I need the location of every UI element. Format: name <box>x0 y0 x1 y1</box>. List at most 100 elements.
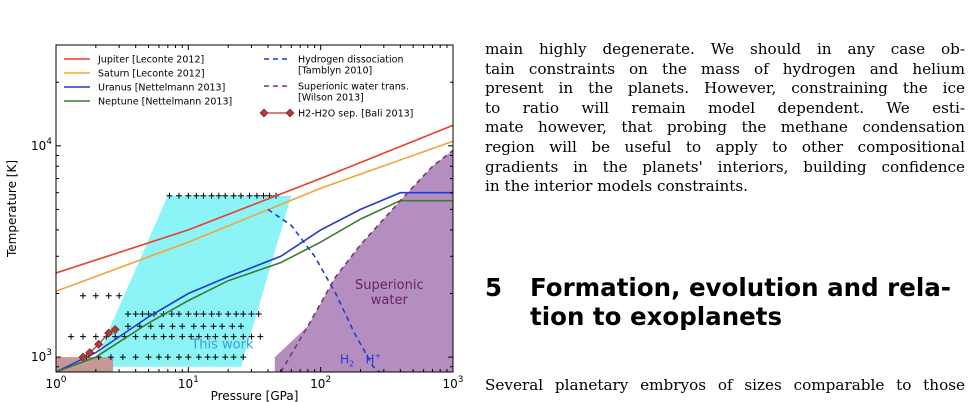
sample-plus-marker <box>204 333 211 340</box>
y-axis-label: Temperature [K] <box>5 160 19 258</box>
sample-plus-marker <box>145 354 152 361</box>
sample-plus-marker <box>240 310 247 317</box>
body-line: region will be useful to apply to other … <box>485 137 965 156</box>
sample-plus-marker <box>237 323 244 330</box>
legend-label: Uranus [Nettelmann 2013] <box>98 83 225 94</box>
sample-plus-marker <box>193 310 200 317</box>
sample-plus-marker <box>132 310 139 317</box>
this-work-region <box>92 195 292 367</box>
sample-plus-marker <box>212 333 219 340</box>
sample-plus-marker <box>212 354 219 361</box>
x-tick-base: 10 <box>178 377 193 391</box>
sample-plus-marker <box>158 323 165 330</box>
sample-plus-marker <box>185 354 192 361</box>
y-tick-exp: 3 <box>46 348 52 358</box>
y-tick-base: 10 <box>31 350 46 364</box>
x-tick-label: 100 <box>45 375 66 391</box>
sample-plus-marker <box>208 310 215 317</box>
legend-label: [Wilson 2013] <box>298 93 364 104</box>
y-tick-exp: 4 <box>46 137 52 147</box>
legend-label: Hydrogen dissociation <box>298 55 403 66</box>
legend-swatch-marker <box>259 108 269 118</box>
sample-plus-marker <box>166 192 173 199</box>
x-tick-base: 10 <box>442 377 457 391</box>
sample-plus-marker <box>185 192 192 199</box>
sample-plus-marker <box>222 192 229 199</box>
axes-frame <box>55 44 454 373</box>
sample-plus-marker <box>248 310 255 317</box>
superionic-label: water <box>371 293 409 308</box>
y-tick-label: 103 <box>31 348 52 364</box>
sample-plus-marker <box>240 333 247 340</box>
legend-label: Saturn [Leconte 2012] <box>98 69 205 80</box>
sample-plus-marker <box>195 354 202 361</box>
sample-plus-marker <box>124 323 131 330</box>
sample-plus-marker <box>253 192 260 199</box>
sample-plus-marker <box>68 333 75 340</box>
x-tick-exp: 3 <box>458 375 464 385</box>
sample-plus-marker <box>240 354 247 361</box>
sample-plus-marker <box>164 354 171 361</box>
legend-label: Superionic water trans. <box>298 82 409 93</box>
x-tick-base: 10 <box>45 377 60 391</box>
sample-plus-marker <box>175 310 182 317</box>
sample-plus-marker <box>215 310 222 317</box>
sample-plus-marker <box>147 323 154 330</box>
x-tick-exp: 0 <box>61 375 67 385</box>
sample-plus-marker <box>143 333 150 340</box>
sample-plus-marker <box>168 310 175 317</box>
series-line-4 <box>267 208 381 372</box>
body-line: tain constraints on the mass of hydrogen… <box>485 59 965 78</box>
h2-h2o-sep-marker <box>78 352 88 362</box>
superionic-region <box>274 150 453 372</box>
series-line-2 <box>56 191 453 372</box>
x-tick-exp: 2 <box>325 375 331 385</box>
sample-plus-marker <box>139 310 146 317</box>
sample-plus-marker <box>145 310 152 317</box>
sample-plus-marker <box>225 310 232 317</box>
sample-plus-marker <box>195 333 202 340</box>
sample-plus-marker <box>80 292 87 299</box>
sample-plus-marker <box>230 354 237 361</box>
body-paragraph-2: Several planetary embryos of sizes compa… <box>485 376 965 396</box>
legend-label: [Tamblyn 2010] <box>298 66 372 77</box>
body-line: mate however, that probing the methane c… <box>485 118 965 137</box>
sample-plus-marker <box>230 333 237 340</box>
low-pressure-region <box>56 357 114 372</box>
sample-plus-marker <box>107 354 114 361</box>
body-text-column: main highly degenerate. We should in any… <box>485 40 965 197</box>
legend-swatch-marker <box>285 108 295 118</box>
hplus-label-base: H <box>366 353 375 367</box>
legend-label: Neptune [Nettelmann 2013] <box>98 97 232 108</box>
sample-plus-marker <box>190 323 197 330</box>
h2-label: H2 <box>340 353 354 369</box>
sample-plus-marker <box>200 192 207 199</box>
sample-plus-marker <box>179 333 186 340</box>
sample-plus-marker <box>185 310 192 317</box>
h2-h2o-sep-marker <box>94 339 104 349</box>
series-line-1 <box>56 140 453 292</box>
sample-plus-marker <box>124 310 131 317</box>
hplus-label-sup: + <box>375 352 382 361</box>
sample-plus-marker <box>175 192 182 199</box>
this-work-label: This work <box>190 337 254 352</box>
body-line: main highly degenerate. We should in any… <box>485 40 965 58</box>
sample-plus-marker <box>116 292 123 299</box>
h2-label-base: H <box>340 353 349 367</box>
sample-plus-marker <box>155 354 162 361</box>
sample-plus-marker <box>215 192 222 199</box>
sample-plus-marker <box>210 323 217 330</box>
body-line: in the interior models constraints. <box>485 177 748 196</box>
x-axis-label: Pressure [GPa] <box>211 389 299 402</box>
h2-h2o-sep-marker <box>104 328 114 338</box>
series-line-0 <box>56 124 453 274</box>
y-tick-label: 104 <box>31 137 52 153</box>
body-line: to ratio will remain model dependent. We… <box>485 98 965 117</box>
sample-plus-marker <box>208 192 215 199</box>
body-paragraph-1: main highly degenerate. We should in any… <box>485 40 965 197</box>
h2-h2o-sep-marker <box>85 348 95 358</box>
x-tick-base: 10 <box>310 377 325 391</box>
sample-plus-marker <box>105 292 112 299</box>
body-paragraph-2-line: Several planetary embryos of sizes compa… <box>485 376 965 394</box>
